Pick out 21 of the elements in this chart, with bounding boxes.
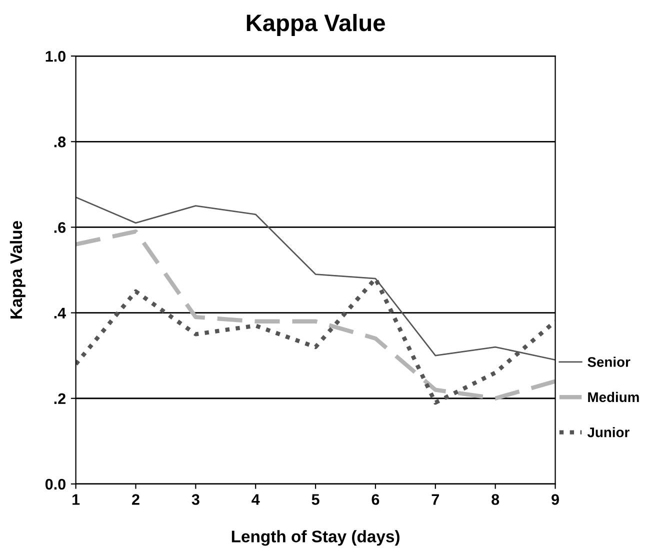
legend-label: Junior bbox=[587, 427, 630, 438]
y-tick-label: 0.0 bbox=[45, 478, 66, 490]
legend-label: Medium bbox=[588, 392, 639, 402]
legend-label: Senior bbox=[588, 356, 630, 367]
y-tick-label: .8 bbox=[54, 136, 66, 148]
x-tick-label: 3 bbox=[192, 494, 200, 505]
x-tick-label: 6 bbox=[372, 494, 380, 505]
x-tick-label: 9 bbox=[552, 494, 559, 505]
y-tick-label: .6 bbox=[54, 222, 66, 233]
chart-title: Kappa Value bbox=[246, 14, 385, 36]
x-tick-label: 1 bbox=[72, 494, 80, 505]
y-tick-label: .2 bbox=[54, 393, 66, 404]
y-tick-label: 1.0 bbox=[46, 50, 66, 62]
x-tick-label: 2 bbox=[132, 494, 140, 505]
x-tick-label: 8 bbox=[492, 494, 500, 505]
x-axis-title: Length of Stay (days) bbox=[232, 530, 400, 546]
x-tick-label: 5 bbox=[312, 494, 320, 505]
x-tick-label: 7 bbox=[432, 494, 439, 505]
x-tick-label: 4 bbox=[252, 494, 260, 505]
y-tick-label: .4 bbox=[54, 308, 66, 318]
y-axis-title: Kappa Value bbox=[10, 221, 26, 318]
